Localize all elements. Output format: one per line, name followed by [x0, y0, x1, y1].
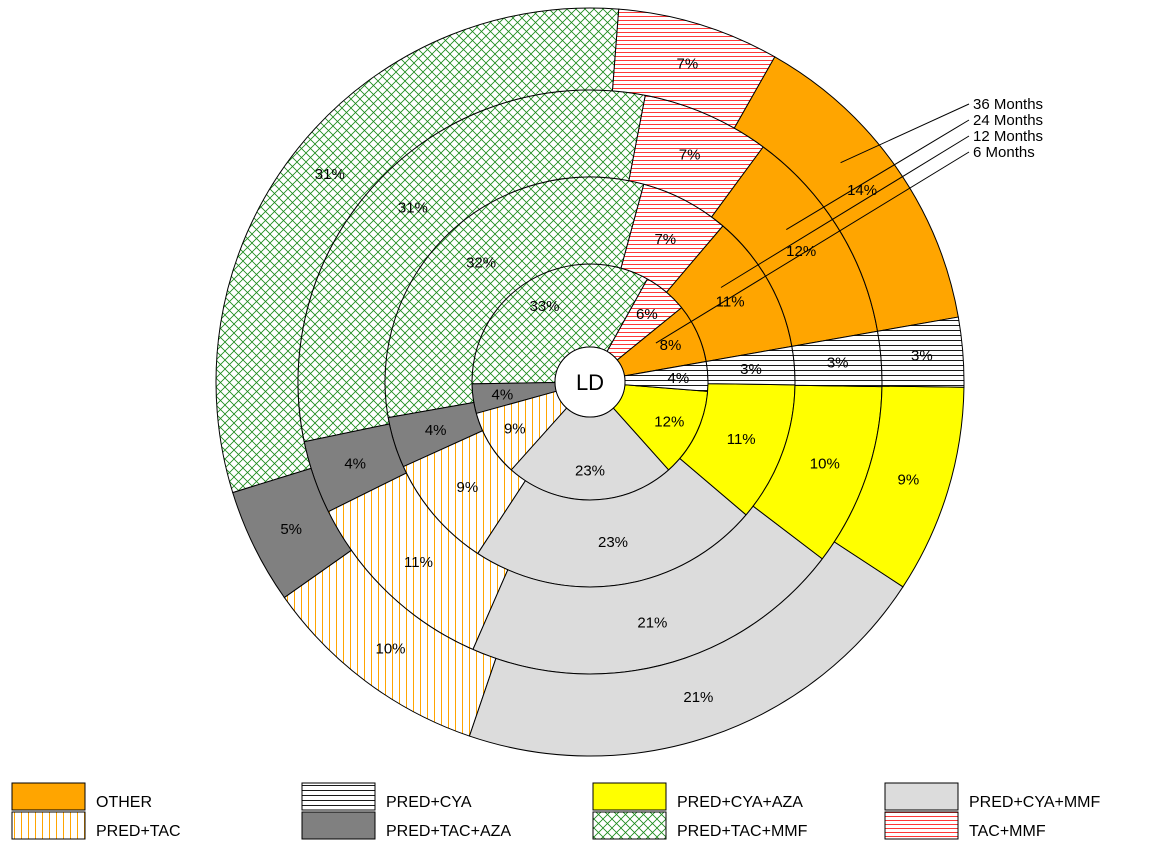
- data-label-24months-pred-cya: 3%: [827, 354, 849, 371]
- data-label-12months-pred-tac-aza: 4%: [425, 422, 447, 439]
- data-label-36months-pred-cya-mmf: 21%: [683, 689, 713, 706]
- data-label-6months-pred-tac-mmf: 33%: [529, 298, 559, 315]
- leader-line-24months: [786, 119, 970, 231]
- data-label-36months-pred-cya: 3%: [911, 347, 933, 364]
- legend-item-pred-cya-aza: PRED+CYA+AZA: [592, 782, 803, 811]
- legend-swatch-pred-tac-aza: [301, 811, 376, 840]
- legend-item-pred-tac-mmf: PRED+TAC+MMF: [592, 811, 808, 840]
- data-label-36months-tac-mmf: 7%: [677, 56, 699, 73]
- legend-label-tac-mmf: TAC+MMF: [969, 823, 1046, 840]
- slice-36months-pred-cya: [876, 316, 965, 388]
- ring-name-6months: 6 Months: [973, 144, 1035, 161]
- legend-swatch-other: [11, 782, 86, 811]
- data-label-12months-pred-cya-aza: 11%: [727, 431, 756, 448]
- legend-item-pred-cya-mmf: PRED+CYA+MMF: [884, 782, 1101, 811]
- legend-item-pred-tac-aza: PRED+TAC+AZA: [301, 811, 511, 840]
- ring-name-24months: 24 Months: [973, 112, 1043, 129]
- data-label-12months-pred-cya-mmf: 23%: [598, 534, 628, 551]
- center-label: LD: [576, 370, 604, 395]
- legend-swatch-tac-mmf: [884, 811, 959, 840]
- data-label-24months-tac-mmf: 7%: [679, 146, 701, 163]
- data-label-12months-pred-tac-mmf: 32%: [466, 255, 496, 272]
- legend-swatch-pred-cya-mmf: [884, 782, 959, 811]
- data-label-36months-pred-tac-mmf: 31%: [315, 166, 345, 183]
- data-label-6months-pred-cya: 4%: [668, 370, 690, 387]
- data-label-6months-pred-cya-aza: 12%: [654, 413, 684, 430]
- data-label-24months-pred-tac-aza: 4%: [344, 455, 366, 472]
- data-label-6months-other: 8%: [660, 337, 682, 354]
- ring-name-12months: 12 Months: [973, 128, 1043, 145]
- data-label-24months-pred-cya-mmf: 21%: [637, 615, 667, 632]
- data-label-36months-pred-tac-aza: 5%: [280, 521, 302, 538]
- slice-36months-pred-tac-mmf: [215, 7, 620, 494]
- rings-layer: [215, 7, 965, 757]
- legend-swatch-pred-cya-aza: [592, 782, 667, 811]
- data-label-24months-pred-cya-aza: 10%: [810, 455, 840, 472]
- ring-name-36months: 36 Months: [973, 96, 1043, 113]
- legend-label-pred-tac-mmf: PRED+TAC+MMF: [677, 823, 808, 840]
- legend: OTHER PRED+CYA PRED+CYA+AZA PRED+CYA+MMF PRE…: [11, 782, 1101, 840]
- data-label-12months-pred-tac: 9%: [457, 479, 479, 496]
- data-labels-layer: 8%6% 33% 4% 9% 23% 12% 4% 11% 7% 32% 4% 9% 23% 11% 3% 1…: [280, 56, 932, 706]
- legend-label-pred-cya: PRED+CYA: [386, 794, 472, 811]
- legend-label-pred-cya-aza: PRED+CYA+AZA: [677, 794, 803, 811]
- legend-item-pred-cya: PRED+CYA: [301, 782, 472, 811]
- legend-item-other: OTHER: [11, 782, 152, 811]
- legend-swatch-pred-cya: [301, 782, 376, 811]
- leader-line-36months: [840, 103, 970, 164]
- legend-label-other: OTHER: [96, 794, 152, 811]
- leader-line-12months: [720, 135, 970, 288]
- leader-line-6months: [655, 151, 970, 344]
- legend-swatch-pred-tac-mmf: [592, 811, 667, 840]
- legend-item-pred-tac: PRED+TAC: [11, 811, 181, 840]
- data-label-36months-pred-tac: 10%: [375, 641, 405, 658]
- legend-item-tac-mmf: TAC+MMF: [884, 811, 1046, 840]
- legend-label-pred-cya-mmf: PRED+CYA+MMF: [969, 794, 1101, 811]
- data-label-6months-pred-tac-aza: 4%: [492, 387, 514, 404]
- data-label-12months-other: 11%: [716, 294, 745, 311]
- center-hole: [554, 346, 626, 418]
- data-label-6months-pred-cya-mmf: 23%: [575, 463, 605, 480]
- legend-label-pred-tac: PRED+TAC: [96, 823, 181, 840]
- legend-swatch-pred-tac: [11, 811, 86, 840]
- center-layer: LD: [554, 346, 626, 418]
- data-label-36months-pred-cya-aza: 9%: [898, 471, 920, 488]
- data-label-24months-other: 12%: [786, 243, 816, 260]
- legend-label-pred-tac-aza: PRED+TAC+AZA: [386, 823, 511, 840]
- data-label-12months-tac-mmf: 7%: [654, 231, 676, 248]
- data-label-6months-pred-tac: 9%: [504, 421, 526, 438]
- data-label-12months-pred-cya: 3%: [740, 361, 762, 378]
- data-label-24months-pred-tac: 11%: [404, 554, 433, 571]
- data-label-6months-tac-mmf: 6%: [636, 306, 658, 323]
- data-label-36months-other: 14%: [847, 182, 877, 199]
- data-label-24months-pred-tac-mmf: 31%: [398, 200, 428, 217]
